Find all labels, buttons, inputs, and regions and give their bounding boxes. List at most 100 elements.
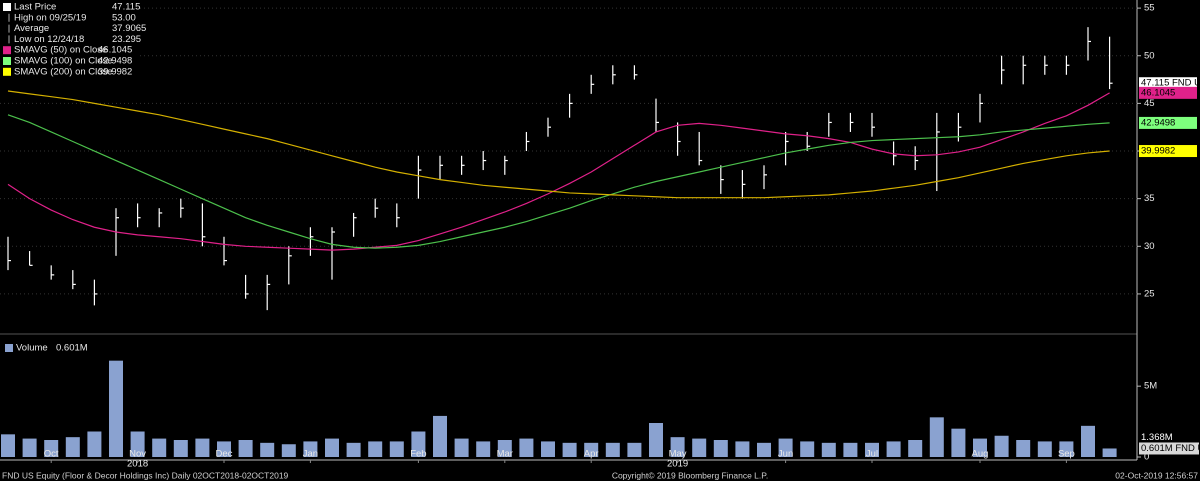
volume-bar <box>800 441 815 457</box>
legend-label: High on 09/25/19 <box>14 12 86 23</box>
legend-value: 47.115 <box>112 2 140 13</box>
volume-bar <box>497 440 512 457</box>
legend-label: SMAVG (100) on Close <box>14 56 113 67</box>
moving-average-line <box>7 114 1110 249</box>
legend-swatch <box>3 67 11 76</box>
x-tick-label: Oct <box>44 449 59 460</box>
volume-bar <box>778 438 793 457</box>
y-tick-label: 5M <box>1144 381 1157 392</box>
x-tick-label: Mar <box>497 449 513 460</box>
volume-bar <box>325 438 339 457</box>
legend-value: 46.1045 <box>98 45 132 56</box>
legend-value: 37.9065 <box>112 23 146 34</box>
x-year-label: 2019 <box>667 459 688 470</box>
legend-swatch <box>3 46 11 55</box>
y-tick-label: 50 <box>1144 50 1155 61</box>
x-tick-label: Jan <box>303 449 318 460</box>
legend-swatch <box>3 57 11 65</box>
volume-bar <box>44 440 59 457</box>
volume-bar <box>886 441 901 457</box>
value-tag-label: 47.115 FND US <box>1141 78 1200 89</box>
volume-bar <box>454 438 469 457</box>
volume-bar <box>605 442 620 457</box>
footer-center: Copyright© 2019 Bloomberg Finance L.P. <box>612 470 768 480</box>
y-tick-label: 0 <box>1144 452 1149 463</box>
y-tick-label: 45 <box>1144 98 1155 109</box>
value-tag <box>1139 431 1199 444</box>
volume-bar <box>65 437 80 457</box>
value-tag <box>1139 77 1197 90</box>
legend-swatch <box>5 344 13 352</box>
volume-bar <box>670 437 685 457</box>
value-tag-label: 39.9982 <box>1141 146 1175 157</box>
volume-bar <box>1102 448 1117 457</box>
legend-swatch <box>3 3 11 11</box>
x-tick-label: Jun <box>778 449 793 460</box>
volume-bar <box>562 442 577 457</box>
volume-bar <box>994 435 1009 457</box>
volume-bar <box>1059 441 1074 457</box>
value-tag <box>1139 442 1199 455</box>
legend-label: Last Price <box>14 2 56 13</box>
volume-bar <box>627 442 642 457</box>
value-tag <box>1139 86 1197 99</box>
value-tag <box>1139 145 1197 158</box>
volume-bar <box>735 441 750 457</box>
volume-bar <box>865 442 879 457</box>
volume-bar <box>757 442 771 457</box>
volume-bar <box>217 441 231 457</box>
volume-bar <box>1016 440 1031 457</box>
volume-bar <box>195 438 210 457</box>
value-tag-label: 46.1045 <box>1141 87 1175 98</box>
x-tick-label: Aug <box>972 449 989 460</box>
volume-bar <box>476 441 491 457</box>
volume-bar <box>303 441 318 457</box>
volume-bar <box>368 441 383 457</box>
moving-average-line <box>7 92 1110 251</box>
x-tick-label: Apr <box>584 449 599 460</box>
volume-bar <box>713 440 728 457</box>
legend-label: Average <box>14 23 49 34</box>
volume-bar <box>260 442 275 457</box>
y-tick-label: 55 <box>1144 3 1155 14</box>
x-tick-label: Feb <box>410 449 426 460</box>
legend-value: 39.9982 <box>98 66 132 77</box>
x-tick-label: Jul <box>866 449 878 460</box>
x-year-label: 2018 <box>127 459 148 470</box>
legend-value: 23.295 <box>112 34 141 45</box>
volume-bar <box>692 438 707 457</box>
moving-average-line <box>7 90 1110 199</box>
volume-bar <box>87 431 102 457</box>
legend-label: Volume <box>16 343 48 354</box>
value-tag-label: 42.9498 <box>1141 117 1175 128</box>
volume-bar <box>1037 441 1052 457</box>
volume-bar <box>433 415 447 457</box>
y-tick-label: 25 <box>1144 288 1155 299</box>
value-tag <box>1139 116 1197 129</box>
volume-bar <box>152 438 167 457</box>
legend-label: Low on 12/24/18 <box>14 34 84 45</box>
x-tick-label: Dec <box>216 449 233 460</box>
legend-label: SMAVG (200) on Close <box>14 66 113 77</box>
volume-bar <box>584 442 599 457</box>
volume-bar <box>843 442 858 457</box>
volume-bar <box>109 360 123 457</box>
volume-bar <box>821 442 836 457</box>
footer-left: FND US Equity (Floor & Decor Holdings In… <box>2 470 289 480</box>
volume-bar <box>929 417 944 457</box>
x-tick-label: May <box>669 449 687 460</box>
legend-value: 53.00 <box>112 12 136 23</box>
legend-box <box>0 0 138 80</box>
volume-bar <box>649 423 663 457</box>
volume-bar <box>389 441 404 457</box>
volume-bar <box>1 434 15 457</box>
footer-right: 02-Oct-2019 12:56:57 <box>1115 470 1198 480</box>
x-tick-label: Nov <box>129 449 146 460</box>
volume-bar <box>411 431 426 457</box>
volume-bar <box>519 438 534 457</box>
volume-bar <box>346 442 361 457</box>
value-tag-label: 1.368M <box>1141 432 1173 443</box>
volume-bar <box>281 444 296 457</box>
volume-bar <box>22 438 37 457</box>
